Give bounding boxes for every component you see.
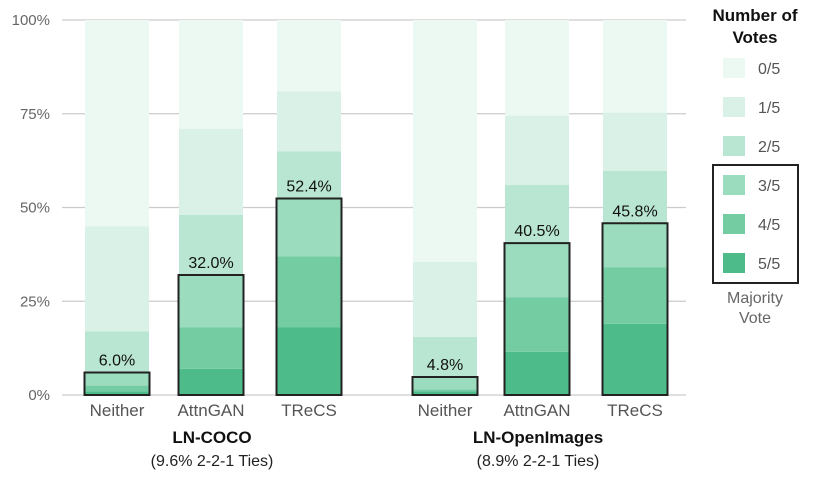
bar-segment-5-of-5 bbox=[505, 351, 569, 395]
legend-label: 0/5 bbox=[758, 61, 780, 78]
x-axis: Neither AttnGAN TReCS Neither AttnGAN TReCS bbox=[90, 401, 663, 420]
legend-label: 3/5 bbox=[758, 178, 780, 195]
group-titles: LN-COCO (9.6% 2-2-1 Ties) LN-OpenImages (8.… bbox=[151, 428, 604, 470]
bar-segment-5-of-5 bbox=[179, 368, 243, 395]
bar-segment-1-of-5 bbox=[277, 91, 341, 152]
bars bbox=[85, 20, 667, 395]
bar-segment-4-of-5 bbox=[277, 256, 341, 328]
bar-segment-0-of-5 bbox=[277, 20, 341, 92]
bar-segment-2-of-5 bbox=[413, 336, 477, 377]
x-tick-label: TReCS bbox=[281, 401, 337, 420]
legend-swatch bbox=[723, 253, 745, 273]
legend-label: 2/5 bbox=[758, 139, 780, 156]
legend-swatch bbox=[723, 214, 745, 234]
majority-box bbox=[275, 197, 343, 396]
bar-segment-2-of-5 bbox=[179, 215, 243, 275]
bar-segment-5-of-5 bbox=[413, 391, 477, 395]
data-label: 6.0% bbox=[99, 353, 135, 370]
x-tick-label: Neither bbox=[418, 401, 473, 420]
x-tick-label: Neither bbox=[90, 401, 145, 420]
bar-segment-1-of-5 bbox=[413, 261, 477, 337]
y-tick-label: 50% bbox=[20, 200, 50, 217]
legend-swatch bbox=[723, 58, 745, 78]
bar-segment-3-of-5 bbox=[603, 223, 667, 268]
bar-segment-2-of-5 bbox=[603, 170, 667, 224]
legend-swatch bbox=[723, 175, 745, 195]
legend-footer: Vote bbox=[739, 310, 771, 327]
bar-segment-4-of-5 bbox=[179, 327, 243, 369]
bar-segment-0-of-5 bbox=[179, 20, 243, 129]
bar-segment-3-of-5 bbox=[413, 377, 477, 390]
y-tick-label: 75% bbox=[20, 106, 50, 123]
legend-label: 4/5 bbox=[758, 217, 780, 234]
x-tick-label: AttnGAN bbox=[503, 401, 570, 420]
majority-box bbox=[503, 242, 571, 396]
legend: Number of Votes 0/5 1/5 2/5 3/5 4/5 5/5 Majority… bbox=[712, 6, 799, 327]
data-label: 45.8% bbox=[612, 203, 657, 220]
bar-segment-0-of-5 bbox=[603, 20, 667, 113]
bar-segment-0-of-5 bbox=[85, 20, 149, 227]
bar-segment-3-of-5 bbox=[85, 372, 149, 386]
gridlines bbox=[62, 19, 686, 396]
legend-title: Votes bbox=[732, 28, 777, 47]
legend-label: 1/5 bbox=[758, 100, 780, 117]
bar-segment-0-of-5 bbox=[413, 20, 477, 262]
bar-segment-3-of-5 bbox=[277, 198, 341, 257]
legend-swatch bbox=[723, 97, 745, 117]
legend-label: 5/5 bbox=[758, 256, 780, 273]
bar-segment-5-of-5 bbox=[603, 323, 667, 395]
legend-swatch bbox=[723, 136, 745, 156]
bar-segment-2-of-5 bbox=[505, 185, 569, 244]
majority-box bbox=[411, 376, 479, 396]
legend-footer: Majority bbox=[727, 290, 783, 307]
bar-segment-1-of-5 bbox=[603, 112, 667, 171]
bar-segment-1-of-5 bbox=[505, 115, 569, 185]
bar-segment-4-of-5 bbox=[505, 297, 569, 352]
bar-segment-3-of-5 bbox=[179, 275, 243, 328]
x-tick-label: AttnGAN bbox=[177, 401, 244, 420]
y-tick-label: 25% bbox=[20, 293, 50, 310]
bar-segment-5-of-5 bbox=[277, 327, 341, 395]
bar-segment-2-of-5 bbox=[277, 151, 341, 199]
data-label: 52.4% bbox=[286, 179, 331, 196]
bar-segment-1-of-5 bbox=[179, 128, 243, 215]
bar-segment-4-of-5 bbox=[85, 385, 149, 392]
group-title: LN-COCO bbox=[172, 428, 251, 447]
y-tick-label: 0% bbox=[28, 387, 50, 404]
bar-segment-2-of-5 bbox=[85, 331, 149, 373]
majority-box bbox=[83, 371, 151, 396]
y-axis: 0% 25% 50% 75% 100% bbox=[12, 12, 50, 404]
group-subtitle: (9.6% 2-2-1 Ties) bbox=[151, 453, 274, 470]
bar-segment-4-of-5 bbox=[603, 267, 667, 324]
majority-box bbox=[177, 274, 245, 396]
majority-box bbox=[601, 222, 669, 396]
group-subtitle: (8.9% 2-2-1 Ties) bbox=[477, 453, 600, 470]
legend-majority-box bbox=[712, 164, 799, 284]
legend-title: Number of bbox=[713, 6, 798, 25]
bar-segment-1-of-5 bbox=[85, 226, 149, 332]
bar-segment-4-of-5 bbox=[413, 389, 477, 392]
y-tick-label: 100% bbox=[12, 12, 50, 29]
bar-segment-3-of-5 bbox=[505, 243, 569, 298]
data-label: 40.5% bbox=[514, 223, 559, 240]
majority-vote-boxes: 6.0% 32.0% 52.4% 4.8% 40.5% 45.8% bbox=[83, 179, 669, 396]
group-title: LN-OpenImages bbox=[473, 428, 603, 447]
x-tick-label: TReCS bbox=[607, 401, 663, 420]
data-label: 4.8% bbox=[427, 357, 463, 374]
data-label: 32.0% bbox=[188, 255, 233, 272]
bar-segment-5-of-5 bbox=[85, 391, 149, 395]
bar-segment-0-of-5 bbox=[505, 20, 569, 116]
